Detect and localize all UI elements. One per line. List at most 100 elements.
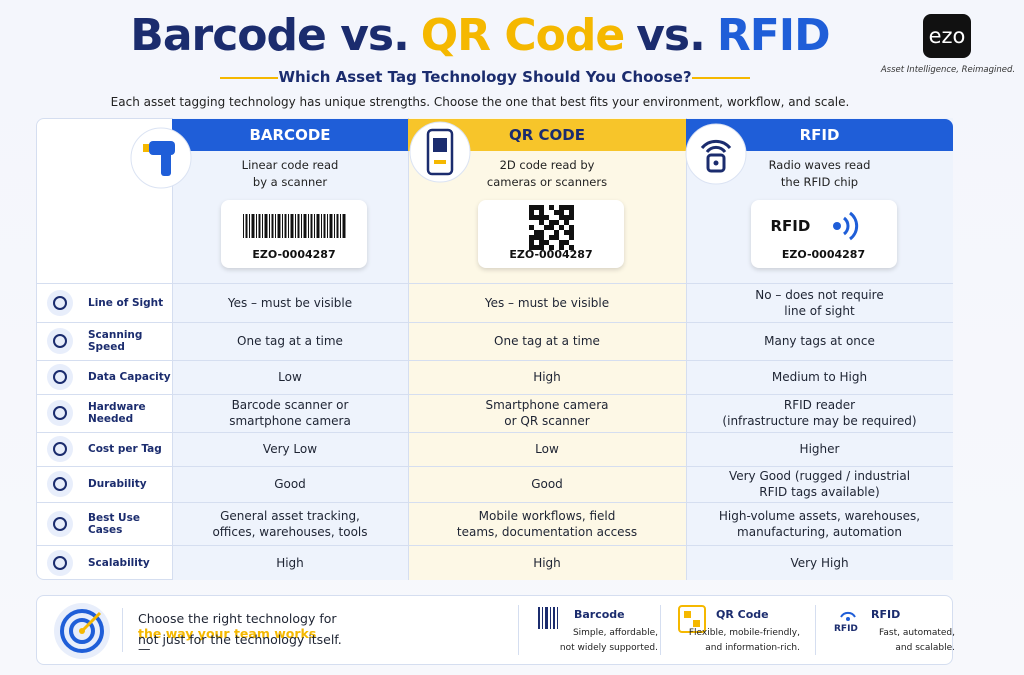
column-description: 2D code read by cameras or scanners (486, 158, 608, 189)
tag-card (750, 200, 897, 268)
footer-message: Choose the right technology for the way … (138, 611, 518, 656)
table-cell: Very Low (262, 442, 318, 456)
title: Barcode vs. QR Code vs. RFID (0, 10, 960, 66)
footer-message: not just for the technology itself. (138, 632, 342, 647)
row-rule (36, 502, 953, 503)
column-icon (409, 121, 471, 183)
rfid-waves (832, 211, 858, 241)
column-header: BARCODE (172, 119, 408, 151)
tag-card (478, 200, 624, 268)
subtitle: Which Asset Tag Technology Should You Ch… (278, 68, 692, 86)
title-part: RFID (716, 10, 831, 61)
row-label: Hardware Needed (88, 401, 146, 425)
tag-id: EZO-0004287 (781, 248, 866, 261)
column-description: Linear code read by a scanner (241, 158, 339, 189)
table-cell: Good (274, 477, 306, 491)
description: Each asset tagging technology has unique… (110, 95, 850, 109)
row-rule (36, 545, 953, 546)
table-cell: General asset tracking, offices, warehou… (212, 508, 368, 539)
summary-icon (678, 605, 706, 633)
row-icon (47, 549, 73, 576)
row-rule (36, 283, 953, 284)
table-cell: Yes – must be visible (484, 295, 610, 310)
table-cell: No – does not require line of sight (755, 287, 884, 318)
target-icon (54, 603, 110, 659)
row-rule (36, 466, 953, 467)
table-cell: High (533, 370, 561, 384)
table-cell: Higher (799, 442, 840, 456)
message-part: Choose the right technology for (138, 611, 337, 626)
table-cell: Low (535, 442, 559, 456)
row-icon (47, 471, 73, 497)
table-cell: Good (531, 477, 563, 491)
row-rule (36, 360, 953, 361)
summary-divider (815, 605, 816, 655)
summary-name: RFID (871, 608, 901, 621)
svg-text:RFID: RFID (834, 624, 858, 633)
row-label: Scalability (88, 556, 150, 569)
table-cell: One tag at a time (494, 334, 600, 348)
rfid-tag-label: RFID (770, 217, 811, 235)
summary-icon (538, 607, 558, 629)
table-cell: Very Good (rugged / industrial RFID tags… (728, 469, 911, 499)
title-part: Barcode vs. (130, 10, 409, 61)
table-cell: Low (278, 370, 302, 384)
row-icon (47, 328, 73, 354)
column-icon (685, 123, 747, 185)
summary-text: Simple, affordable, not widely supported… (559, 628, 658, 653)
qr-art (529, 205, 574, 250)
table-cell: One tag at a time (237, 334, 343, 348)
logo: ezo (923, 14, 971, 58)
summary-divider (660, 605, 661, 655)
row-icon (47, 400, 73, 426)
row-rule (36, 394, 953, 395)
message-highlight: the way your team works (138, 626, 317, 641)
column-bg (686, 118, 953, 580)
summary-divider (518, 605, 519, 655)
row-icon (47, 289, 73, 316)
row-label: Cost per Tag (88, 443, 162, 455)
column-bg (172, 118, 408, 580)
table-cell: Yes – must be visible (227, 295, 353, 310)
tag-id: EZO-0004287 (252, 248, 336, 261)
barcode-art (243, 214, 346, 238)
table-cell: Mobile workflows, field teams, documenta… (456, 508, 638, 539)
footer-divider (122, 608, 123, 652)
row-icon (47, 436, 73, 462)
subtitle-rules (220, 77, 750, 79)
title-part: vs. (636, 10, 706, 61)
message-part: — (138, 641, 151, 656)
logo-tagline: Asset Intelligence, Reimagined. (880, 65, 1016, 75)
row-icon (47, 510, 73, 537)
table-cell: High (276, 555, 304, 570)
summary-name: QR Code (716, 608, 769, 621)
table-cell: High (533, 555, 561, 570)
table-cell: Many tags at once (764, 334, 875, 348)
column-bg (408, 118, 686, 580)
tag-id: EZO-0004287 (509, 248, 593, 261)
summary-icon: RFID (834, 611, 858, 633)
row-label: Data Capacity (88, 371, 171, 383)
row-rule (36, 432, 953, 433)
row-label: Durability (88, 478, 147, 490)
summary-name: Barcode (574, 608, 625, 621)
column-description: Radio waves read the RFID chip (768, 158, 871, 189)
summary-text: Fast, automated, and scalable. (879, 628, 955, 653)
row-icon (47, 364, 73, 390)
row-rule (36, 322, 953, 323)
title-part: QR Code (420, 10, 625, 61)
row-label: Line of Sight (88, 296, 164, 309)
row-label: Scanning Speed (88, 329, 143, 353)
table-cell: RFID reader (infrastructure may be requi… (722, 398, 917, 428)
column-icon (130, 127, 192, 189)
table-cell: Barcode scanner or smartphone camera (229, 398, 351, 428)
footer-box (36, 595, 953, 665)
table-cell: Smartphone camera or QR scanner (485, 398, 609, 428)
row-label: Best Use Cases (88, 511, 140, 536)
table-cell: Medium to High (771, 370, 868, 384)
table-cell: Very High (790, 555, 849, 570)
summary-text: Flexible, mobile-friendly, and informati… (688, 628, 800, 653)
table-cell: High-volume assets, warehouses, manufact… (718, 508, 921, 539)
